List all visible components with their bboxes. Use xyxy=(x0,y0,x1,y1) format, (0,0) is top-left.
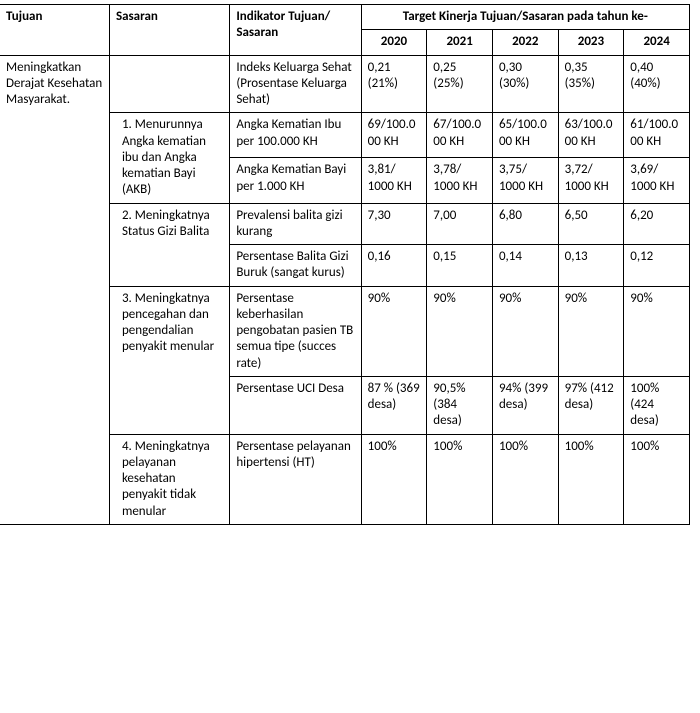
header-sasaran: Sasaran xyxy=(109,5,229,56)
cell-2022: 0,30 (30%) xyxy=(492,55,558,113)
header-2023: 2023 xyxy=(558,30,624,55)
cell-2022: 0,14 xyxy=(492,245,558,287)
cell-indikator: Prevalensi balita gizi kurang xyxy=(230,203,361,245)
performance-target-table: Tujuan Sasaran Indikator Tujuan/ Sasaran… xyxy=(0,4,690,525)
cell-2020: 69/100.000 KH xyxy=(361,113,427,158)
cell-indikator: Indeks Keluarga Sehat (Prosentase Keluar… xyxy=(230,55,361,113)
cell-2024: 100% (424 desa) xyxy=(624,376,690,434)
cell-2024: 100% xyxy=(624,434,690,524)
cell-2023: 90% xyxy=(558,286,624,376)
cell-sasaran-2: 2. Meningkatnya Status Gizi Balita xyxy=(109,203,229,286)
cell-2022: 100% xyxy=(492,434,558,524)
cell-2020: 0,21 (21%) xyxy=(361,55,427,113)
cell-2024: 3,69/ 1000 KH xyxy=(624,158,690,203)
cell-2022: 6,80 xyxy=(492,203,558,245)
cell-2020: 87 % (369 desa) xyxy=(361,376,427,434)
header-2022: 2022 xyxy=(492,30,558,55)
cell-2022: 90% xyxy=(492,286,558,376)
cell-2023: 63/100.000 KH xyxy=(558,113,624,158)
cell-2023: 97% (412 desa) xyxy=(558,376,624,434)
header-tujuan: Tujuan xyxy=(0,5,109,56)
cell-2024: 90% xyxy=(624,286,690,376)
cell-indikator: Persentase Balita Gizi Buruk (sangat kur… xyxy=(230,245,361,287)
cell-sasaran-empty xyxy=(109,55,229,113)
cell-2021: 90% xyxy=(427,286,493,376)
cell-2021: 7,00 xyxy=(427,203,493,245)
cell-2023: 100% xyxy=(558,434,624,524)
cell-2022: 65/100.000 KH xyxy=(492,113,558,158)
header-row-1: Tujuan Sasaran Indikator Tujuan/ Sasaran… xyxy=(0,5,690,30)
table-row: Meningkatkan Derajat Kesehatan Masyaraka… xyxy=(0,55,690,113)
page-container: Tujuan Sasaran Indikator Tujuan/ Sasaran… xyxy=(0,0,700,535)
cell-2023: 6,50 xyxy=(558,203,624,245)
header-target-span: Target Kinerja Tujuan/Sasaran pada tahun… xyxy=(361,5,689,30)
cell-2022: 3,75/ 1000 KH xyxy=(492,158,558,203)
cell-2020: 7,30 xyxy=(361,203,427,245)
cell-sasaran-4: 4. Meningkatnya pelayanan kesehatan peny… xyxy=(109,434,229,524)
cell-2021: 100% xyxy=(427,434,493,524)
cell-2021: 0,25 (25%) xyxy=(427,55,493,113)
cell-indikator: Persentase keberhasilan pengobatan pasie… xyxy=(230,286,361,376)
cell-2023: 0,13 xyxy=(558,245,624,287)
cell-2024: 61/100.000 KH xyxy=(624,113,690,158)
cell-2024: 0,40 (40%) xyxy=(624,55,690,113)
header-2020: 2020 xyxy=(361,30,427,55)
header-2024: 2024 xyxy=(624,30,690,55)
cell-2022: 94% (399 desa) xyxy=(492,376,558,434)
cell-tujuan: Meningkatkan Derajat Kesehatan Masyaraka… xyxy=(0,55,109,524)
cell-2020: 90% xyxy=(361,286,427,376)
cell-2023: 0,35 (35%) xyxy=(558,55,624,113)
header-indikator: Indikator Tujuan/ Sasaran xyxy=(230,5,361,56)
cell-2023: 3,72/ 1000 KH xyxy=(558,158,624,203)
cell-2021: 0,15 xyxy=(427,245,493,287)
cell-indikator: Persentase UCI Desa xyxy=(230,376,361,434)
cell-indikator: Angka Kematian Ibu per 100.000 KH xyxy=(230,113,361,158)
cell-2020: 3,81/ 1000 KH xyxy=(361,158,427,203)
header-2021: 2021 xyxy=(427,30,493,55)
cell-2021: 90,5% (384 desa) xyxy=(427,376,493,434)
cell-2020: 100% xyxy=(361,434,427,524)
cell-sasaran-1: 1. Menurunnya Angka kematian ibu dan Ang… xyxy=(109,113,229,203)
cell-sasaran-3: 3. Meningkatnya pencegahan dan pengendal… xyxy=(109,286,229,434)
cell-2024: 6,20 xyxy=(624,203,690,245)
cell-indikator: Persentase pelayanan hipertensi (HT) xyxy=(230,434,361,524)
cell-2020: 0,16 xyxy=(361,245,427,287)
cell-2021: 67/100.000 KH xyxy=(427,113,493,158)
cell-2024: 0,12 xyxy=(624,245,690,287)
cell-2021: 3,78/ 1000 KH xyxy=(427,158,493,203)
cell-indikator: Angka Kematian Bayi per 1.000 KH xyxy=(230,158,361,203)
